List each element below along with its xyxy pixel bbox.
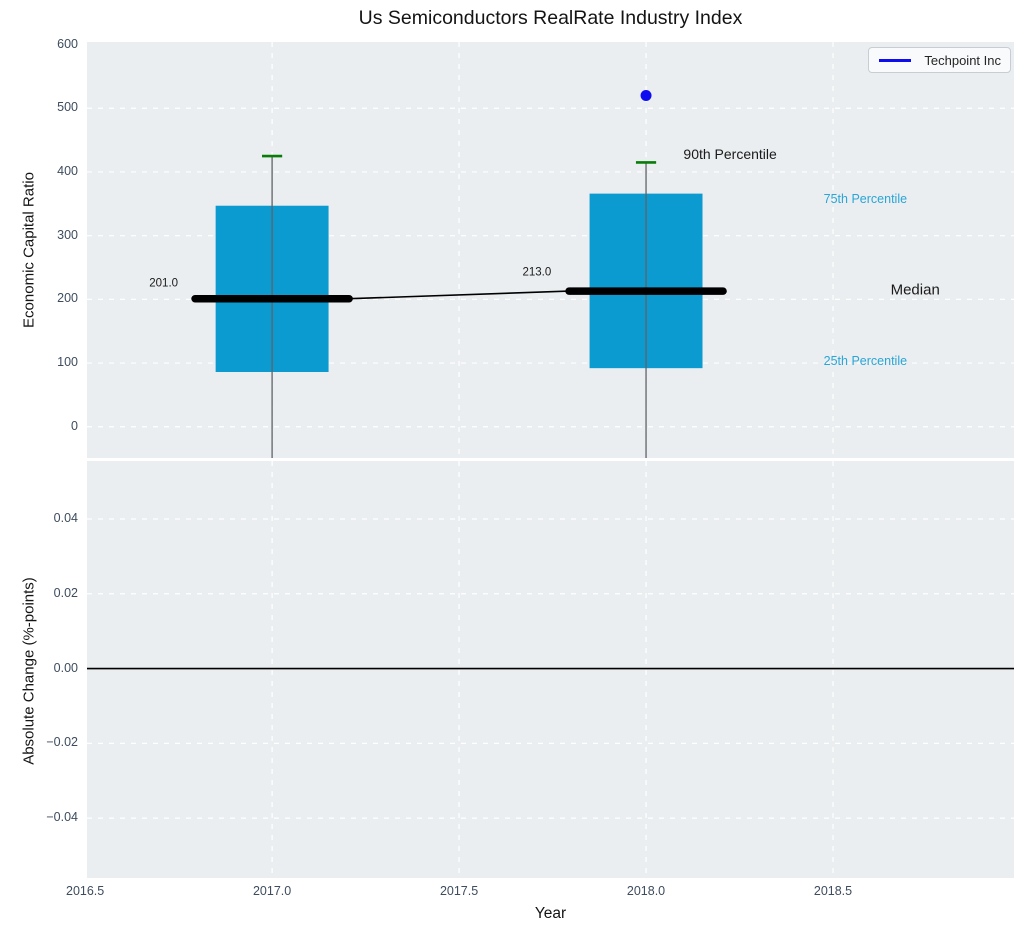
- top-y-tick-label-100: 100: [57, 355, 78, 370]
- annotation-25th-percentile: 25th Percentile: [823, 353, 908, 368]
- top-axes: Techpoint Inc 90th Percentile 75th Percen…: [87, 42, 1014, 458]
- legend: Techpoint Inc: [868, 47, 1011, 73]
- x-tick-label-2018-5: 2018.5: [813, 884, 853, 898]
- chart-title: Us Semiconductors RealRate Industry Inde…: [358, 7, 743, 29]
- bottom-axes: [87, 461, 1014, 878]
- bottom-axes-canvas: [87, 461, 1014, 878]
- annotation-213-0: 213.0: [522, 266, 552, 279]
- bottom-y-tick-label-0-04: 0.04: [53, 510, 78, 525]
- bottom-y-tick-label-0-00: 0.00: [53, 660, 78, 675]
- x-tick-label-2016-5: 2016.5: [66, 884, 105, 898]
- top-y-tick-label-300: 300: [57, 227, 78, 242]
- legend-label: Techpoint Inc: [924, 52, 1001, 68]
- top-y-tick-label-600: 600: [57, 36, 78, 51]
- annotation-median: Median: [890, 281, 940, 299]
- legend-line-swatch: [879, 58, 912, 62]
- x-tick-label-2017-0: 2017.0: [252, 884, 292, 898]
- x-axis-label: Year: [534, 905, 567, 922]
- x-tick-label-2018-0: 2018.0: [626, 884, 666, 898]
- median-trend-line: [349, 290, 570, 300]
- bottom-y-tick-label-0-04: −0.04: [46, 810, 78, 825]
- annotation-75th-percentile: 75th Percentile: [823, 192, 908, 207]
- x-tick-label-2017-5: 2017.5: [439, 884, 479, 898]
- bottom-y-tick-label-0-02: −0.02: [46, 735, 78, 750]
- annotation-90th-percentile: 90th Percentile: [683, 146, 777, 163]
- top-y-tick-label-400: 400: [57, 163, 78, 178]
- annotation-201-0: 201.0: [149, 277, 179, 290]
- bottom-y-tick-label-0-02: 0.02: [53, 585, 78, 600]
- top-y-tick-label-0: 0: [71, 418, 78, 433]
- company-point-techpoint-inc: [640, 90, 652, 102]
- top-y-tick-label-500: 500: [57, 100, 78, 115]
- top-y-tick-label-200: 200: [57, 291, 78, 306]
- top-axes-canvas: [87, 42, 1014, 458]
